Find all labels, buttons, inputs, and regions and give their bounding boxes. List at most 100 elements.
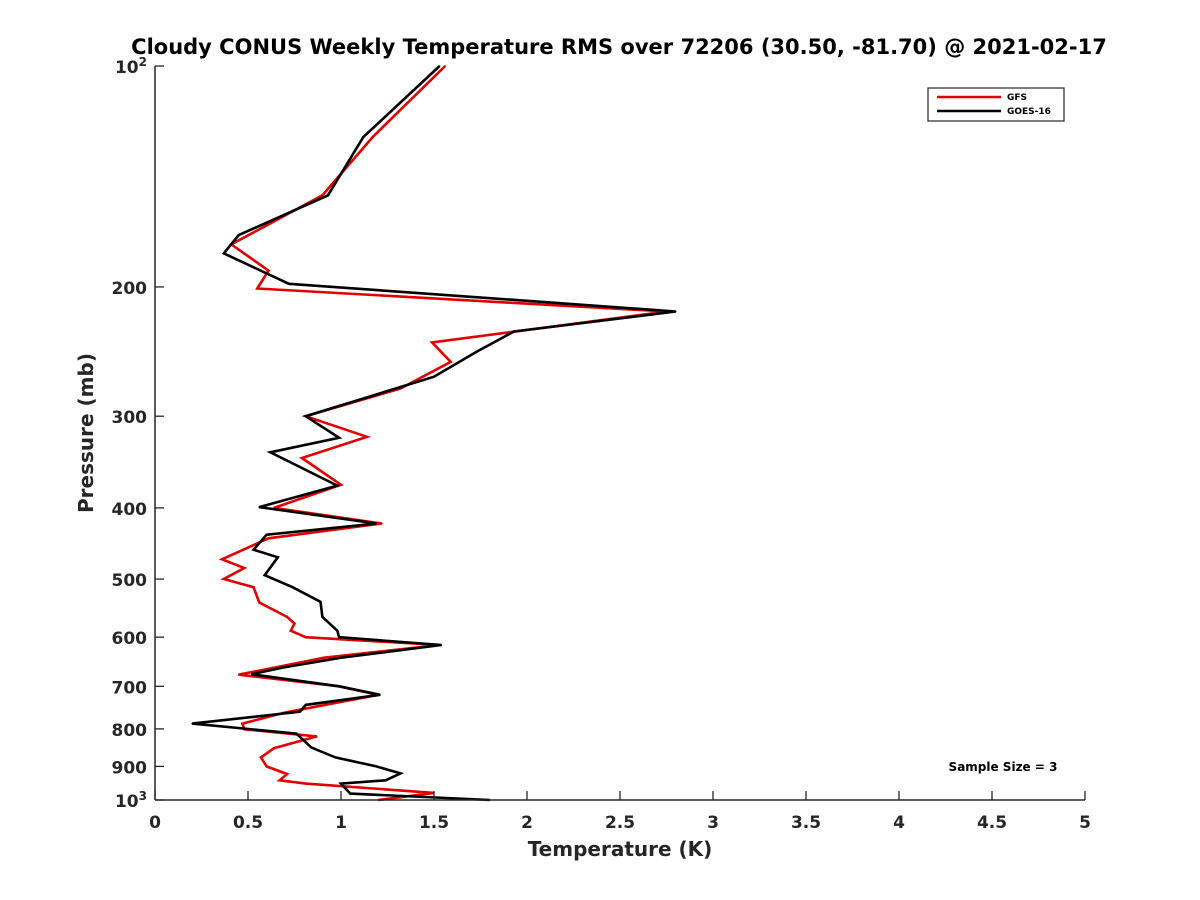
x-tick-label: 0 — [149, 813, 161, 833]
data-point — [375, 522, 378, 525]
data-point — [327, 194, 329, 197]
data-point — [256, 287, 259, 290]
x-axis-label: Temperature (K) — [528, 837, 713, 861]
y-tick-label: 200 — [112, 279, 148, 299]
data-point — [286, 616, 288, 618]
data-point — [304, 704, 307, 706]
data-point — [375, 765, 378, 768]
x-tick-label: 2 — [521, 813, 533, 833]
data-point — [278, 779, 281, 782]
data-point — [301, 457, 303, 459]
data-point — [250, 673, 253, 676]
data-point — [440, 644, 443, 646]
data-point — [286, 773, 288, 775]
x-tick-label: 4.5 — [977, 813, 1007, 833]
x-tick-label: 5 — [1079, 813, 1091, 833]
data-point — [267, 269, 270, 272]
x-tick-label: 4 — [893, 813, 905, 833]
data-point — [276, 556, 279, 559]
data-point — [295, 732, 298, 735]
data-point — [221, 558, 223, 561]
data-point — [366, 435, 368, 438]
x-tick-label: 1 — [335, 813, 347, 833]
data-point — [349, 792, 352, 795]
x-tick-label: 2.5 — [605, 813, 635, 833]
data-point — [304, 636, 307, 638]
legend-label-gfs: GFS — [1007, 93, 1027, 103]
data-point — [263, 574, 266, 576]
data-point — [321, 616, 324, 618]
legend: GFS GOES-16 — [927, 87, 1065, 122]
data-point — [282, 666, 285, 669]
data-point — [304, 415, 307, 418]
data-point — [237, 673, 240, 676]
series-line-gfs — [218, 65, 667, 802]
y-tick-label: 102 — [115, 55, 147, 78]
data-point — [319, 601, 322, 603]
data-point — [513, 330, 515, 333]
series-line-goes16 — [192, 65, 676, 802]
data-point — [340, 782, 342, 785]
data-point — [379, 694, 381, 696]
legend-label-goes16: GOES-16 — [1007, 107, 1051, 117]
data-point — [338, 685, 340, 688]
data-point — [675, 310, 677, 313]
y-tick-label: 300 — [112, 408, 148, 428]
data-point — [381, 522, 383, 525]
chart-title: Cloudy CONUS Weekly Temperature RMS over… — [131, 35, 1107, 59]
data-point — [237, 234, 240, 236]
data-point — [267, 537, 270, 540]
y-axis-ticks: 102 200 300 400 500 600 700 800 900 103 — [112, 55, 164, 812]
data-point — [310, 746, 313, 749]
data-point — [241, 722, 244, 725]
data-point — [316, 735, 318, 738]
data-point — [384, 779, 387, 782]
data-point — [258, 601, 260, 604]
y-tick-label: 600 — [112, 629, 148, 649]
data-point — [338, 436, 340, 439]
x-tick-label: 3 — [707, 813, 719, 833]
data-point — [371, 136, 374, 138]
data-point — [293, 622, 296, 625]
data-point — [258, 506, 260, 508]
data-point — [289, 629, 292, 632]
data-point — [336, 629, 339, 632]
y-tick-label: 800 — [112, 721, 148, 741]
data-point — [334, 756, 337, 759]
data-point — [243, 567, 246, 569]
data-point — [475, 350, 478, 353]
data-point — [269, 451, 272, 454]
x-tick-label: 3.5 — [791, 813, 821, 833]
data-point — [265, 533, 268, 536]
data-point — [291, 586, 294, 589]
series-layer — [191, 65, 677, 802]
data-point — [223, 252, 225, 255]
data-point — [444, 65, 446, 67]
data-point — [252, 548, 255, 551]
data-point — [449, 361, 452, 363]
data-point — [191, 722, 193, 725]
y-tick-label: 700 — [112, 678, 148, 698]
data-point — [288, 282, 290, 285]
x-axis-ticks: 0 0.5 1 1.5 2 2.5 3 3.5 4 4.5 5 — [149, 791, 1091, 833]
y-axis-label: Pressure (mb) — [74, 353, 98, 513]
data-point — [340, 656, 342, 659]
data-point — [223, 578, 225, 580]
data-point — [399, 772, 402, 775]
data-point — [340, 483, 342, 486]
legend-box — [927, 87, 1065, 122]
y-tick-label: 900 — [112, 758, 148, 778]
data-point — [260, 756, 262, 759]
x-tick-label: 0.5 — [233, 813, 263, 833]
y-tick-label: 103 — [115, 789, 147, 812]
data-point — [431, 341, 433, 344]
data-point — [323, 656, 326, 659]
x-tick-label: 1.5 — [419, 813, 449, 833]
data-point — [299, 710, 301, 713]
data-point — [265, 765, 268, 768]
data-point — [321, 194, 324, 197]
y-tick-label: 500 — [112, 571, 148, 591]
series-points-1 — [191, 65, 677, 801]
y-tick-label: 400 — [112, 500, 148, 520]
